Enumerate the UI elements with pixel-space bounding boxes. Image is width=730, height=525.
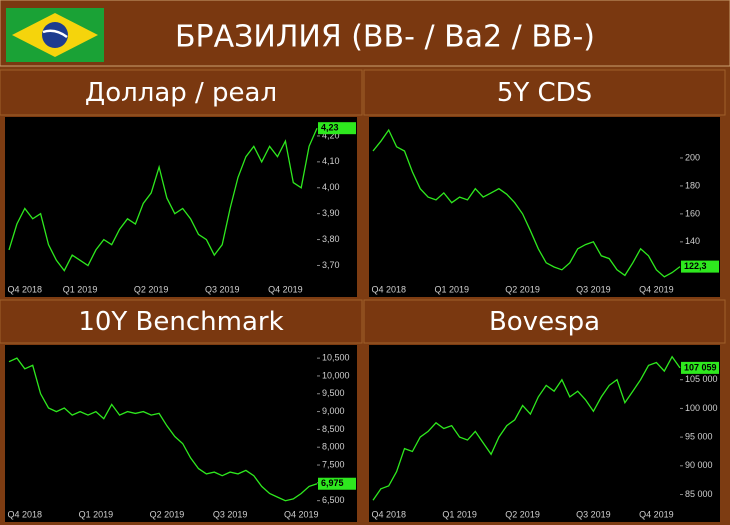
y-tick-label: 160 [685, 208, 700, 218]
x-tick-label: Q2 2019 [505, 284, 540, 294]
last-value-box [681, 260, 719, 273]
plot-area [5, 345, 357, 522]
last-value-label: 4,23 [321, 123, 339, 133]
y-tick-label: 9,500 [322, 388, 345, 398]
y-tick-label: 9,000 [322, 406, 345, 416]
panel-title: 10Y Benchmark [78, 307, 283, 337]
y-tick-label: 6,500 [322, 495, 345, 505]
x-tick-label: Q4 2019 [284, 509, 319, 519]
y-tick-label: 90 000 [685, 460, 713, 470]
price-line [372, 128, 681, 278]
x-tick-label: Q4 2019 [639, 509, 674, 519]
y-tick-label: 140 [685, 236, 700, 246]
x-tick-label: Q4 2019 [639, 284, 674, 294]
x-tick-label: Q3 2019 [576, 284, 611, 294]
panel-header [363, 69, 726, 116]
y-tick-label: 85 000 [685, 489, 713, 499]
y-tick-label: 4,20 [322, 130, 340, 140]
price-line [8, 127, 318, 272]
x-tick-label: Q3 2019 [213, 509, 248, 519]
last-value-box [318, 477, 356, 490]
y-tick-label: 8,500 [322, 424, 345, 434]
page-title: БРАЗИЛИЯ (BB- / Ba2 / BB-) [175, 20, 595, 55]
plot-area [369, 345, 720, 522]
x-tick-label: Q1 2019 [63, 284, 98, 294]
y-tick-label: 200 [685, 152, 700, 162]
last-value-label: 6,975 [321, 478, 344, 488]
last-value-label: 122,3 [684, 261, 707, 271]
y-tick-label: 10,000 [322, 370, 350, 380]
x-tick-label: Q2 2019 [134, 284, 169, 294]
brazil-flag [6, 8, 104, 62]
panel-title: Bovespa [489, 307, 600, 337]
panel-header [0, 299, 363, 344]
y-tick-label: 100 000 [685, 403, 718, 413]
y-tick-label: 180 [685, 180, 700, 190]
price-line [8, 357, 318, 502]
plot-area [369, 117, 720, 297]
x-tick-label: Q3 2019 [576, 509, 611, 519]
x-tick-label: Q1 2019 [442, 509, 477, 519]
y-tick-label: 95 000 [685, 431, 713, 441]
x-tick-label: Q3 2019 [205, 284, 240, 294]
panel-header [0, 69, 363, 116]
y-tick-label: 3,70 [322, 260, 340, 270]
price-line [372, 355, 681, 501]
panel-header [363, 299, 726, 344]
x-tick-label: Q1 2019 [79, 509, 114, 519]
y-tick-label: 3,90 [322, 208, 340, 218]
x-tick-label: Q1 2019 [434, 284, 469, 294]
y-tick-label: 3,80 [322, 234, 340, 244]
last-value-box [318, 122, 356, 135]
x-tick-label: Q4 2018 [371, 509, 406, 519]
y-tick-label: 105 000 [685, 374, 718, 384]
x-tick-label: Q4 2018 [8, 284, 43, 294]
panel-title: Доллар / реал [85, 78, 277, 108]
banner [0, 0, 730, 67]
x-tick-label: Q2 2019 [150, 509, 185, 519]
x-tick-label: Q4 2019 [268, 284, 303, 294]
x-tick-label: Q4 2018 [8, 509, 43, 519]
panel-title: 5Y CDS [497, 78, 592, 108]
y-tick-label: 7,500 [322, 459, 345, 469]
y-tick-label: 10,500 [322, 353, 350, 363]
x-tick-label: Q2 2019 [505, 509, 540, 519]
last-value-label: 107 059 [684, 362, 717, 372]
x-tick-label: Q4 2018 [371, 284, 406, 294]
y-tick-label: 4,00 [322, 182, 340, 192]
plot-area [5, 117, 357, 297]
y-tick-label: 4,10 [322, 156, 340, 166]
last-value-box [681, 361, 719, 374]
y-tick-label: 8,000 [322, 442, 345, 452]
